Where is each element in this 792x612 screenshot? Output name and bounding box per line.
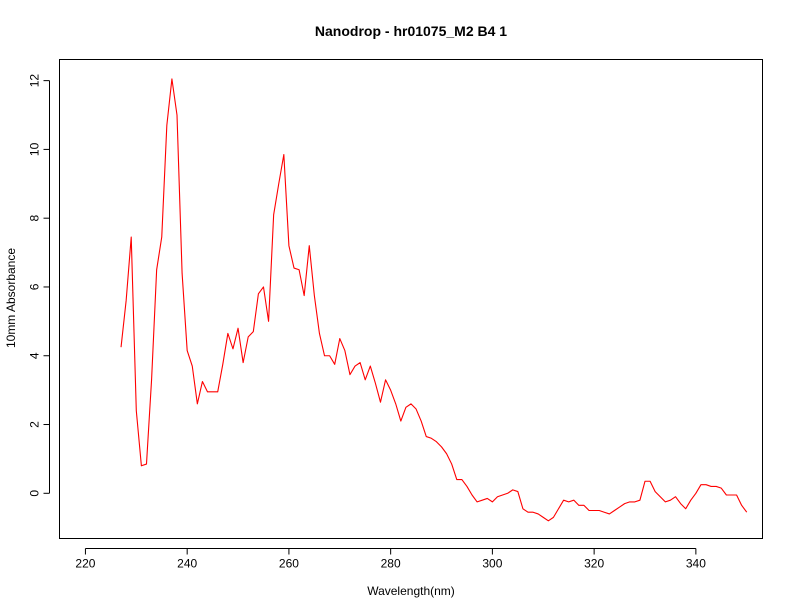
x-tick-label: 240 — [177, 557, 197, 571]
absorbance-series-line — [120, 78, 748, 522]
chart-title: Nanodrop - hr01075_M2 B4 1 — [315, 23, 507, 39]
x-tick-label: 300 — [482, 557, 502, 571]
x-tick-label: 280 — [381, 557, 401, 571]
y-tick-label: 10 — [28, 142, 42, 156]
x-tick-label: 340 — [686, 557, 706, 571]
y-tick-label: 4 — [28, 352, 42, 359]
series-layer — [120, 78, 748, 522]
y-tick-label: 2 — [28, 421, 42, 428]
y-tick-label: 8 — [28, 215, 42, 222]
x-tick-label: 260 — [279, 557, 299, 571]
x-tick-label: 320 — [584, 557, 604, 571]
x-axis-title: Wavelength(nm) — [367, 584, 455, 598]
y-tick-label: 6 — [28, 283, 42, 290]
y-tick-label: 12 — [28, 74, 42, 88]
y-axis: 0 2 4 6 8 10 12 — [28, 74, 50, 497]
x-tick-label: 220 — [75, 557, 95, 571]
x-axis: 220 240 260 280 300 320 340 — [75, 548, 706, 571]
plot-frame — [59, 59, 763, 539]
y-tick-label: 0 — [28, 490, 42, 497]
y-axis-title: 10mm Absorbance — [4, 248, 18, 348]
